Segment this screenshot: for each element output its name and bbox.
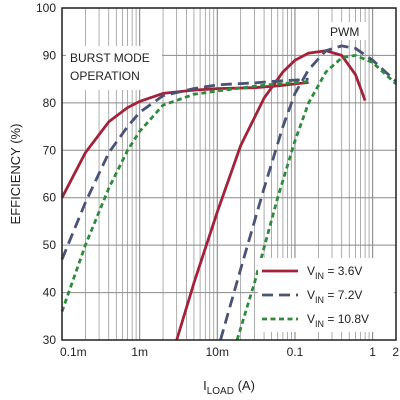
legend-label-sub: IN	[315, 295, 324, 305]
legend-label-sub: IN	[315, 271, 324, 281]
tick-labels: 30 40 50 60 70 80 90 100 0.1m 1m 10m 0.1 1 2	[36, 1, 399, 359]
series-line-2-segment-1	[235, 54, 397, 341]
legend-label-1: VIN = 7.2V	[307, 288, 362, 305]
x-axis-label-unit: (A)	[234, 378, 255, 393]
y-tick-label: 90	[43, 48, 57, 62]
operation-label: OPERATION	[70, 69, 140, 83]
legend-label-main: V	[307, 312, 315, 326]
x-tick-label: 1	[369, 345, 376, 359]
pwm-annotation-bg	[326, 22, 366, 40]
series-line-1-segment-0	[60, 77, 309, 260]
y-axis-label: EFFICIENCY (%)	[8, 124, 23, 225]
x-axis-label-main: I	[203, 378, 207, 393]
burst-annotation-bg	[66, 46, 162, 90]
pwm-label: PWM	[330, 25, 359, 39]
legend-label-main: V	[307, 288, 315, 302]
burst-mode-label: BURST MODE	[70, 51, 150, 65]
x-tick-label: 0.1	[287, 345, 304, 359]
y-tick-label: 60	[43, 191, 57, 205]
legend-label-value: = 7.2V	[324, 288, 362, 302]
series-line-1-segment-1	[219, 44, 397, 341]
x-axis-label-sub: LOAD	[207, 386, 234, 397]
x-tick-label: 10m	[206, 345, 229, 359]
legend-label-value: = 10.8V	[324, 312, 369, 326]
legend-label-main: V	[307, 264, 315, 278]
annotations: BURST MODE OPERATION PWM	[66, 22, 366, 90]
x-tick-label: 0.1m	[60, 345, 87, 359]
series-line-2-segment-0	[60, 80, 309, 312]
x-axis-label: ILOAD (A)	[203, 378, 255, 397]
y-tick-label: 50	[43, 238, 57, 252]
y-tick-label: 70	[43, 143, 57, 157]
legend-label-sub: IN	[315, 319, 324, 329]
y-tick-label: 30	[43, 333, 57, 347]
plot-frame	[61, 7, 397, 341]
legend-label-0: VIN = 3.6V	[307, 264, 362, 281]
series-layer	[60, 44, 397, 341]
legend-label-value: = 3.6V	[324, 264, 362, 278]
y-tick-label: 80	[43, 96, 57, 110]
y-tick-label: 100	[36, 1, 56, 15]
y-tick-label: 40	[43, 286, 57, 300]
x-tick-label: 1m	[131, 345, 148, 359]
legend-label-2: VIN = 10.8V	[307, 312, 369, 329]
x-tick-label: 2	[392, 345, 399, 359]
